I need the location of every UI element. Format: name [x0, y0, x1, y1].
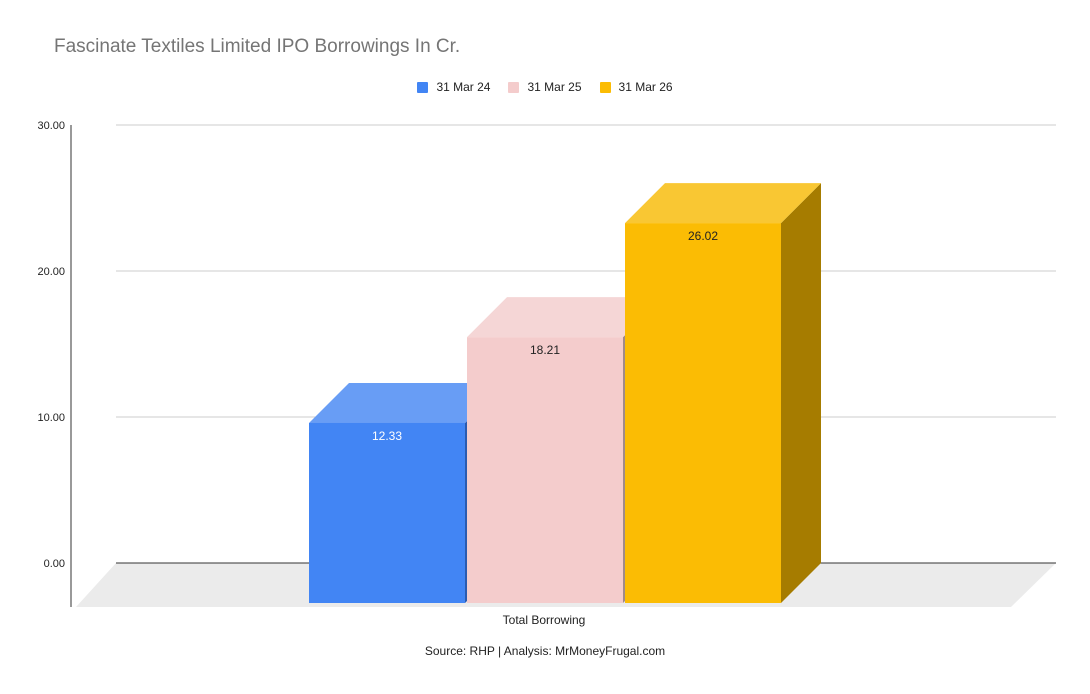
bar: [309, 422, 465, 603]
legend-label: 31 Mar 25: [527, 80, 582, 94]
data-label: 18.21: [530, 343, 560, 357]
x-category-label: Total Borrowing: [503, 613, 586, 627]
legend-label: 31 Mar 24: [436, 80, 491, 94]
legend-swatch: [599, 81, 611, 93]
legend-swatch: [417, 81, 429, 93]
legend-item-31-mar-25: 31 Mar 25: [508, 80, 582, 94]
y-tick-label: 0.00: [44, 558, 65, 570]
y-tick-label: 20.00: [37, 266, 65, 278]
data-label: 12.33: [372, 429, 402, 443]
chart-source-note: Source: RHP | Analysis: MrMoneyFrugal.co…: [424, 644, 666, 658]
bar: [625, 223, 781, 603]
bar-top: [309, 382, 505, 423]
bar-side: [781, 183, 821, 603]
data-label: 26.02: [688, 229, 718, 243]
legend-label: 31 Mar 26: [618, 80, 673, 94]
chart-legend: 31 Mar 24 31 Mar 25 31 Mar 26: [0, 80, 1090, 94]
legend-swatch: [508, 81, 520, 93]
bar-top: [625, 183, 821, 224]
legend-item-31-mar-24: 31 Mar 24: [417, 80, 490, 94]
bar-top: [467, 297, 663, 338]
y-tick-label: 10.00: [37, 412, 65, 424]
y-tick-label: 30.00: [37, 120, 65, 132]
chart-title: Fascinate Textiles Limited IPO Borrowing…: [54, 36, 461, 57]
legend-item-31-mar-26: 31 Mar 26: [599, 80, 673, 94]
bar: [467, 337, 623, 603]
